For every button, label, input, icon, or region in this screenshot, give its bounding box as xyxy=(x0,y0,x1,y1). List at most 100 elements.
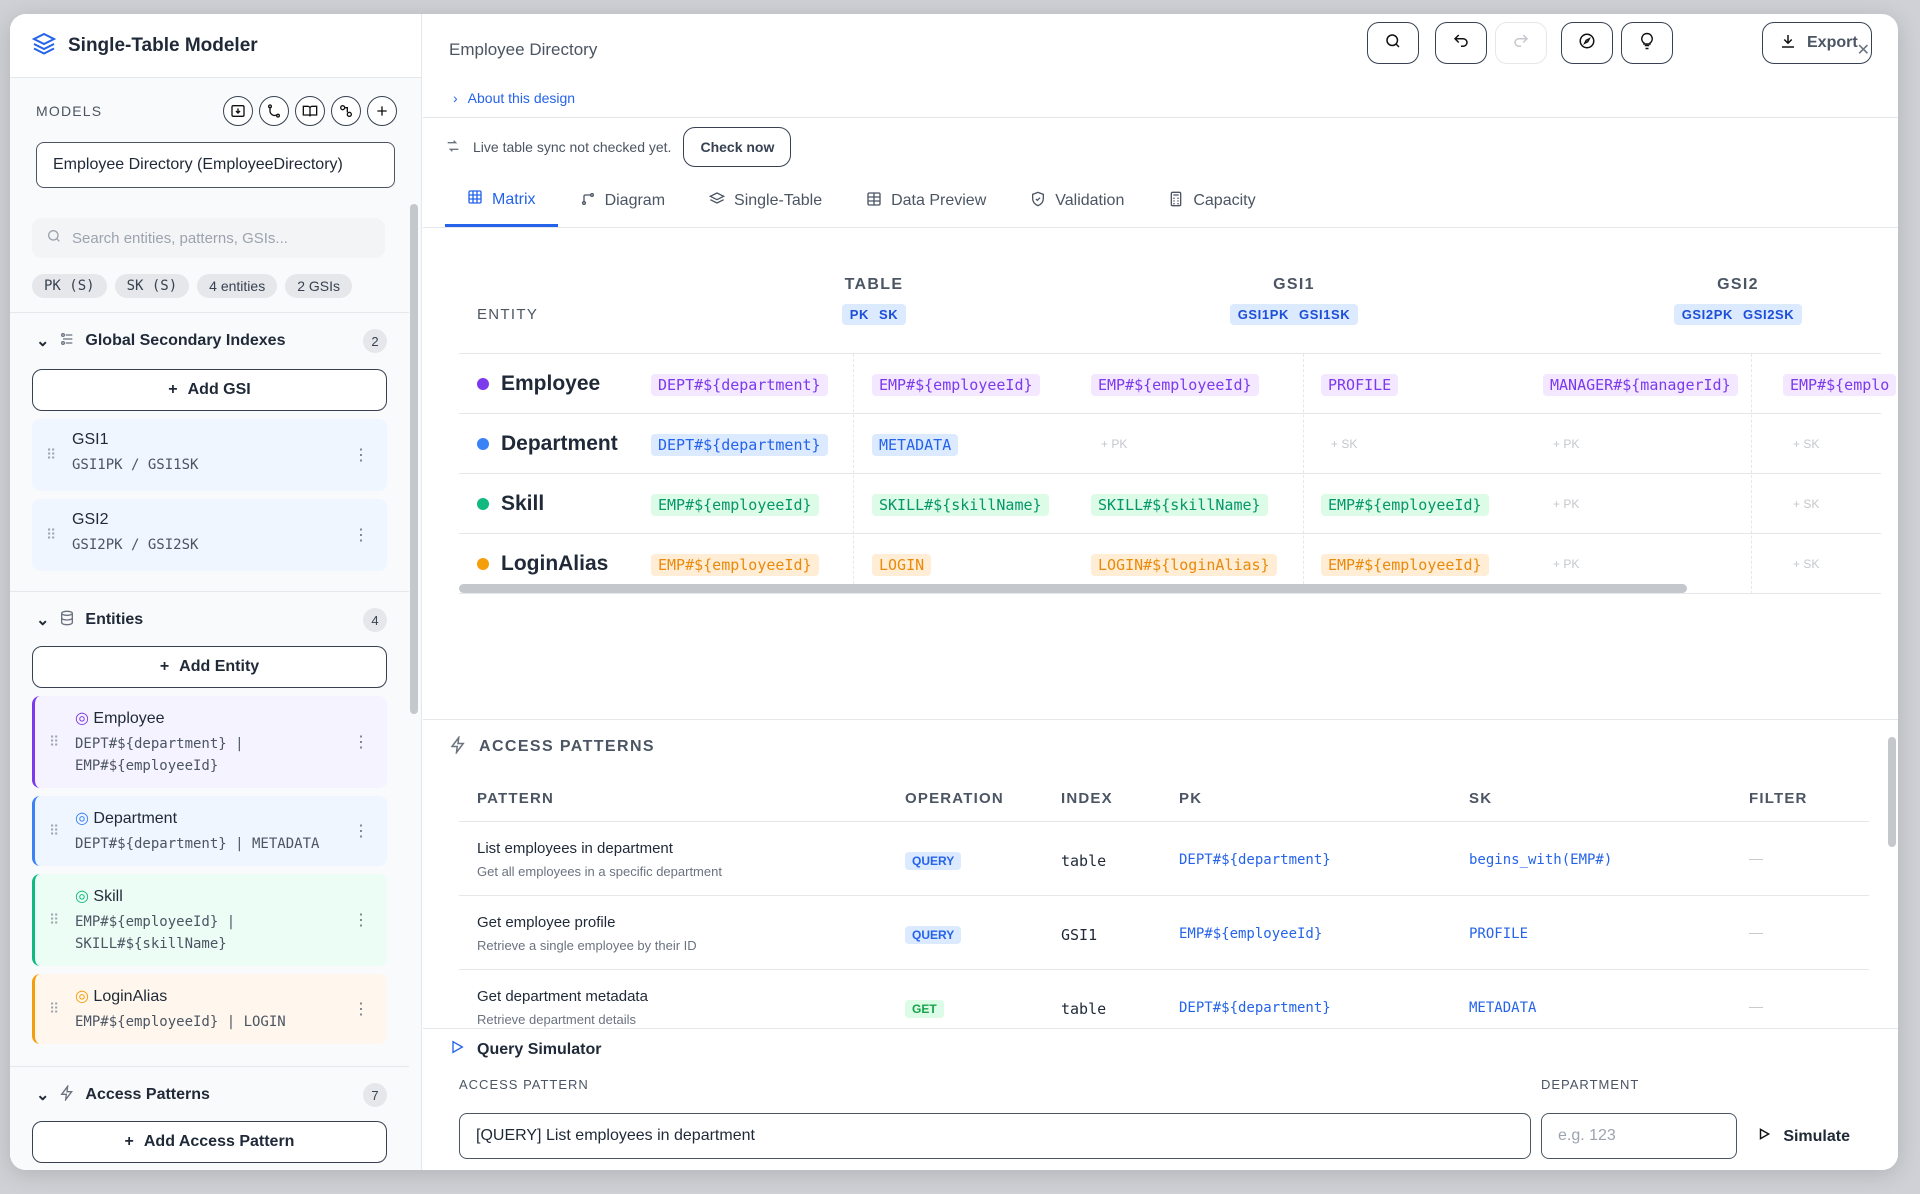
add-entity-button[interactable]: + Add Entity xyxy=(32,646,387,688)
more-menu-icon[interactable]: ⋮ xyxy=(353,734,369,751)
add-pk-placeholder[interactable]: + PK xyxy=(1553,497,1580,511)
chevron-down-icon: ⌄ xyxy=(36,333,50,350)
key-cell[interactable]: EMP#${employeeId} xyxy=(651,554,819,576)
add-pk-placeholder[interactable]: + PK xyxy=(1553,557,1580,571)
check-now-button[interactable]: Check now xyxy=(683,127,792,167)
key-cell[interactable]: DEPT#${department} xyxy=(651,434,828,456)
drag-handle-icon[interactable]: ⠿ xyxy=(49,911,60,928)
close-icon[interactable]: ✕ xyxy=(1856,42,1870,59)
pattern-pk: DEPT#${department} xyxy=(1179,1000,1331,1016)
tab-diagram[interactable]: Diagram xyxy=(558,175,687,227)
key-cell[interactable]: SKILL#${skillName} xyxy=(1091,494,1268,516)
entity-card-department[interactable]: ⠿ ◎ Department DEPT#${department} | META… xyxy=(32,796,387,866)
tab-capacity[interactable]: Capacity xyxy=(1146,175,1277,227)
palette-icon[interactable]: ◎ xyxy=(75,988,89,1005)
add-sk-placeholder[interactable]: + SK xyxy=(1793,437,1820,451)
plus-icon: + xyxy=(168,381,178,398)
palette-icon[interactable]: ◎ xyxy=(75,888,89,905)
query-simulator: Query Simulator ACCESS PATTERN DEPARTMEN… xyxy=(423,1028,1898,1170)
import-model-button[interactable] xyxy=(223,96,253,126)
more-menu-icon[interactable]: ⋮ xyxy=(353,1001,369,1018)
more-menu-icon[interactable]: ⋮ xyxy=(353,527,369,544)
pattern-pk: DEPT#${department} xyxy=(1179,852,1331,868)
sync-icon xyxy=(445,138,461,157)
export-button[interactable]: Export xyxy=(1762,22,1872,64)
key-cell[interactable]: METADATA xyxy=(872,434,959,456)
key-cell[interactable]: SKILL#${skillName} xyxy=(872,494,1049,516)
gsi-section-header[interactable]: ⌄ Global Secondary Indexes 2 xyxy=(10,321,409,361)
key-cell[interactable]: EMP#${employeeId} xyxy=(651,494,819,516)
connect-model-button[interactable] xyxy=(331,96,361,126)
key-cell[interactable]: DEPT#${department} xyxy=(651,374,828,396)
gsi2-group-header: GSI2 GSI2PK GSI2SK xyxy=(1663,276,1813,325)
docs-book-button[interactable] xyxy=(295,96,325,126)
sidebar-search-input[interactable]: Search entities, patterns, GSIs... xyxy=(32,218,385,258)
play-icon xyxy=(1757,1127,1771,1146)
entity-card-employee[interactable]: ⠿ ◎ Employee DEPT#${department} | EMP#${e… xyxy=(32,696,387,788)
undo-button[interactable] xyxy=(1435,22,1487,64)
branch-model-button[interactable] xyxy=(259,96,289,126)
compass-button[interactable] xyxy=(1561,22,1613,64)
gsi-card[interactable]: ⠿ GSI1 GSI1PK / GSI1SK ⋮ xyxy=(32,419,387,491)
key-cell[interactable]: PROFILE xyxy=(1321,374,1399,396)
tab-matrix[interactable]: Matrix xyxy=(445,175,558,227)
entity-name: Department xyxy=(93,810,178,827)
top-bar: Employee Directory Export ✕ xyxy=(423,14,1898,86)
entity-card-loginalias[interactable]: ⠿ ◎ LoginAlias EMP#${employeeId} | LOGIN… xyxy=(32,974,387,1044)
gsi-card[interactable]: ⠿ GSI2 GSI2PK / GSI2SK ⋮ xyxy=(32,499,387,571)
key-cell[interactable]: LOGIN xyxy=(872,554,932,576)
add-sk-placeholder[interactable]: + SK xyxy=(1793,497,1820,511)
matrix-entity-name: LoginAlias xyxy=(501,552,609,575)
key-cell[interactable]: LOGIN#${loginAlias} xyxy=(1091,554,1277,576)
key-cell[interactable]: MANAGER#${managerId} xyxy=(1543,374,1738,396)
key-cell[interactable]: EMP#${employeeId} xyxy=(1091,374,1259,396)
tab-data-preview[interactable]: Data Preview xyxy=(844,175,1008,227)
access-pattern-row[interactable]: Get employee profile Retrieve a single em… xyxy=(459,896,1869,970)
add-pk-placeholder[interactable]: + PK xyxy=(1553,437,1580,451)
tab-single-table[interactable]: Single-Table xyxy=(687,175,844,227)
access-patterns-section-header[interactable]: ⌄ Access Patterns 7 xyxy=(10,1075,409,1115)
gsi-count-chip: 2 GSIs xyxy=(285,274,352,298)
add-pk-placeholder[interactable]: + PK xyxy=(1101,437,1128,451)
entities-section-title: Entities xyxy=(85,611,144,628)
drag-handle-icon[interactable]: ⠿ xyxy=(49,733,60,750)
redo-button[interactable] xyxy=(1495,22,1547,64)
access-pattern-row[interactable]: List employees in department Get all empl… xyxy=(459,822,1869,896)
key-cell[interactable]: EMP#${emplo xyxy=(1783,374,1897,396)
add-model-button[interactable] xyxy=(367,96,397,126)
more-menu-icon[interactable]: ⋮ xyxy=(353,447,369,464)
access-patterns-scrollbar[interactable] xyxy=(1888,737,1896,847)
gsi-keys: GSI2PK / GSI2SK xyxy=(72,537,199,553)
about-design-toggle[interactable]: › About this design xyxy=(423,78,1898,118)
add-sk-placeholder[interactable]: + SK xyxy=(1793,557,1820,571)
add-access-pattern-button[interactable]: + Add Access Pattern xyxy=(32,1121,387,1163)
matrix-horizontal-scrollbar[interactable] xyxy=(459,584,1687,593)
drag-handle-icon[interactable]: ⠿ xyxy=(49,1000,60,1017)
drag-handle-icon[interactable]: ⠿ xyxy=(46,526,57,543)
model-select[interactable]: Employee Directory (EmployeeDirectory) xyxy=(36,142,395,188)
access-pattern-row[interactable]: Get department metadata Retrieve departme… xyxy=(459,970,1869,1042)
operation-badge: QUERY xyxy=(905,926,962,944)
department-input[interactable]: e.g. 123 xyxy=(1541,1113,1737,1159)
access-pattern-select[interactable]: [QUERY] List employees in department xyxy=(459,1113,1531,1159)
palette-icon[interactable]: ◎ xyxy=(75,810,89,827)
more-menu-icon[interactable]: ⋮ xyxy=(353,823,369,840)
drag-handle-icon[interactable]: ⠿ xyxy=(49,822,60,839)
entities-section-header[interactable]: ⌄ Entities 4 xyxy=(10,600,409,640)
sidebar-scrollbar[interactable] xyxy=(410,204,418,714)
add-gsi-button[interactable]: + Add GSI xyxy=(32,369,387,411)
drag-handle-icon[interactable]: ⠿ xyxy=(46,446,57,463)
search-button[interactable] xyxy=(1367,22,1419,64)
tips-button[interactable] xyxy=(1621,22,1673,64)
add-sk-placeholder[interactable]: + SK xyxy=(1331,437,1358,451)
entity-card-skill[interactable]: ⠿ ◎ Skill EMP#${employeeId} | SKILL#${ski… xyxy=(32,874,387,966)
key-cell[interactable]: EMP#${employeeId} xyxy=(1321,554,1489,576)
matrix-entity-name: Employee xyxy=(501,372,601,395)
palette-icon[interactable]: ◎ xyxy=(75,710,89,727)
tab-validation[interactable]: Validation xyxy=(1008,175,1146,227)
simulate-button[interactable]: Simulate xyxy=(1757,1127,1850,1146)
app-title: Single-Table Modeler xyxy=(68,34,258,56)
more-menu-icon[interactable]: ⋮ xyxy=(353,912,369,929)
key-cell[interactable]: EMP#${employeeId} xyxy=(872,374,1040,396)
key-cell[interactable]: EMP#${employeeId} xyxy=(1321,494,1489,516)
